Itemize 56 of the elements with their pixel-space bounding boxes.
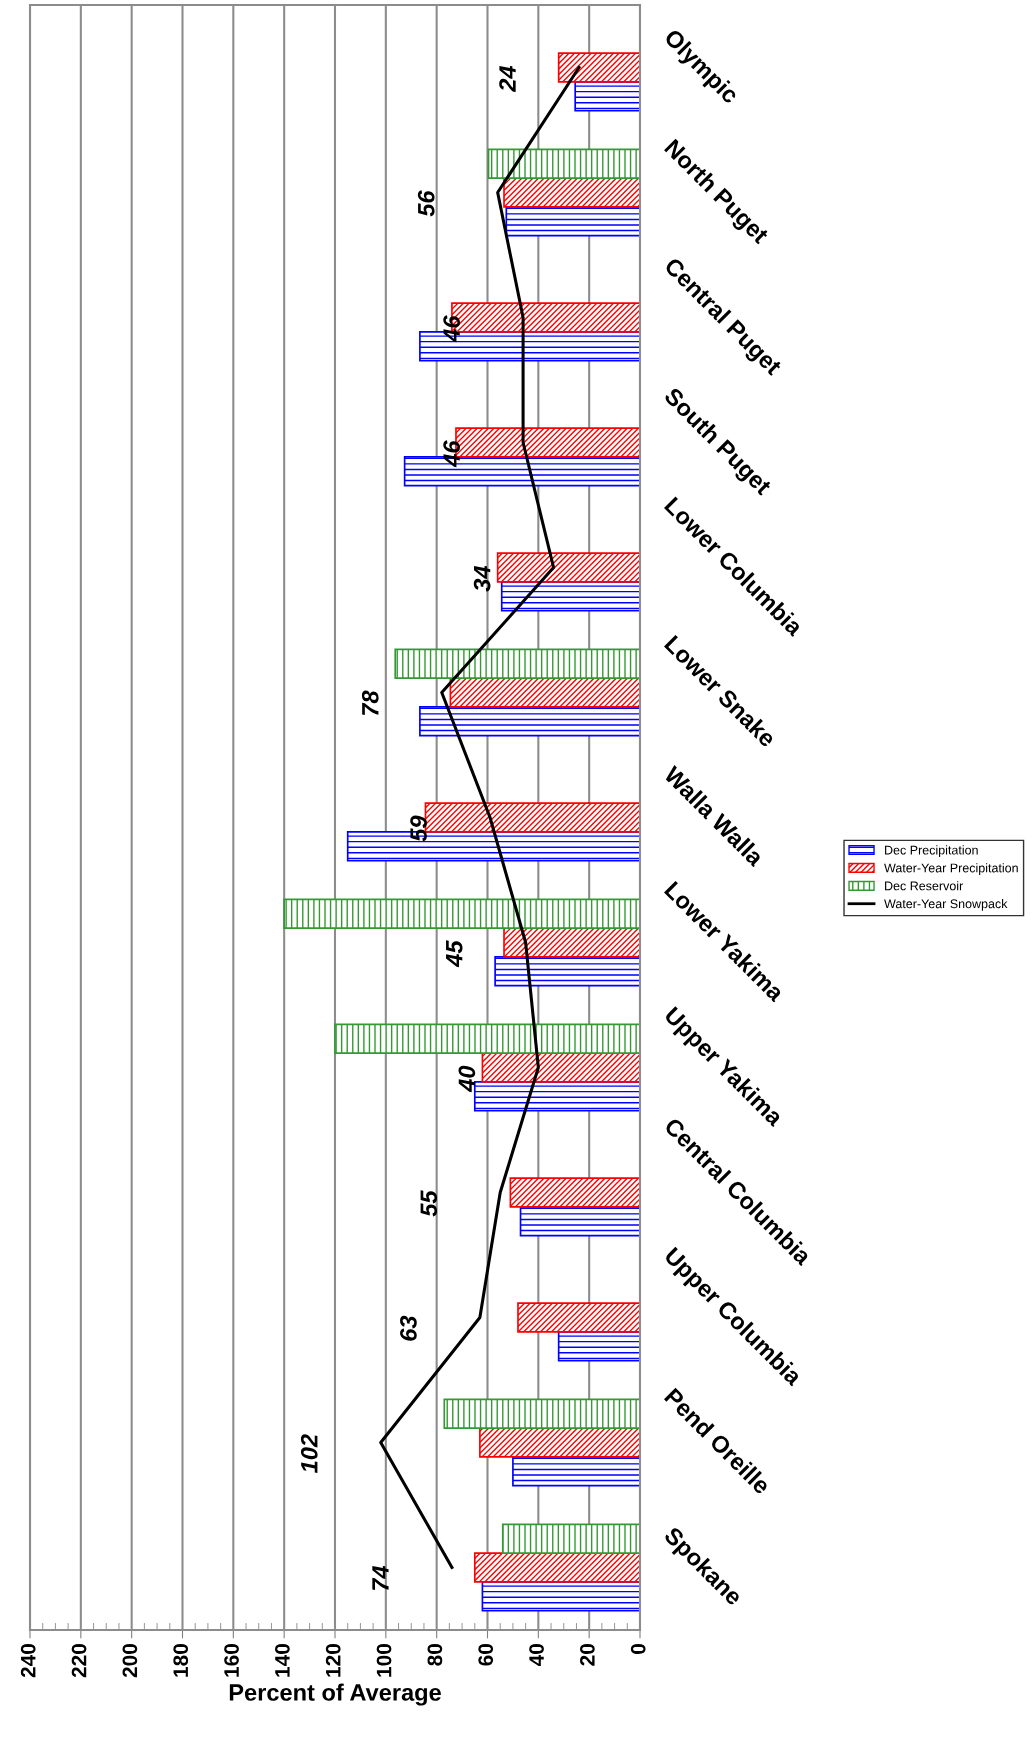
- x-tick-label: 120: [325, 1644, 341, 1677]
- data-label: 74: [372, 1565, 389, 1591]
- data-label: 55: [420, 1190, 438, 1217]
- bar: [481, 1581, 640, 1612]
- bar: [557, 52, 640, 83]
- x-tick-label: 140: [275, 1644, 290, 1677]
- bar: [479, 1427, 640, 1458]
- bar: [557, 1331, 640, 1362]
- data-label: 102: [300, 1434, 318, 1473]
- bar: [503, 177, 640, 208]
- bar: [512, 1456, 640, 1487]
- bar: [519, 1206, 640, 1237]
- data-label: 45: [446, 940, 463, 968]
- bar: [494, 956, 640, 987]
- x-tick-label: 80: [427, 1644, 443, 1666]
- bar: [487, 148, 640, 179]
- x-tick-label: 100: [376, 1644, 392, 1677]
- bar: [517, 1302, 640, 1333]
- x-tick-label: 160: [224, 1644, 239, 1677]
- bar: [501, 1523, 640, 1554]
- data-label: 46: [443, 440, 460, 468]
- bar: [449, 677, 640, 708]
- bar: [443, 1398, 640, 1429]
- data-label: 46: [443, 315, 460, 343]
- data-label: 34: [473, 565, 491, 592]
- bar: [419, 706, 640, 737]
- legend-label: Dec Reservoir: [885, 881, 964, 891]
- x-tick-label: 40: [529, 1644, 544, 1667]
- bar: [283, 898, 640, 929]
- bar: [394, 648, 640, 679]
- data-label: 63: [400, 1315, 417, 1341]
- x-axis-title: Percent of Average: [229, 1683, 441, 1706]
- legend-label: Dec Precipitation: [885, 845, 978, 857]
- data-label: 78: [361, 690, 379, 716]
- x-tick-label: 0: [630, 1644, 646, 1654]
- x-tick-label: 20: [580, 1644, 595, 1666]
- x-tick-label: 240: [20, 1644, 36, 1678]
- bar: [481, 1052, 640, 1083]
- bar: [509, 1177, 640, 1208]
- bar: [473, 1081, 640, 1112]
- legend-label: Water-Year Precipitation: [884, 863, 1018, 875]
- x-tick-label: 180: [173, 1644, 189, 1677]
- x-tick-label: 200: [122, 1644, 138, 1678]
- data-label: 24: [499, 65, 516, 93]
- x-tick-label: 220: [71, 1644, 87, 1678]
- x-tick-label: 60: [478, 1644, 494, 1666]
- data-label: 56: [417, 190, 435, 217]
- legend-label: Water-Year Snowpack: [884, 899, 1008, 911]
- data-label: 40: [458, 1065, 476, 1093]
- bar: [334, 1023, 640, 1054]
- data-label: 59: [410, 815, 427, 842]
- bar: [473, 1552, 640, 1583]
- bar: [496, 552, 640, 583]
- bar: [503, 927, 640, 958]
- bar: [574, 81, 640, 112]
- bar: [505, 206, 640, 237]
